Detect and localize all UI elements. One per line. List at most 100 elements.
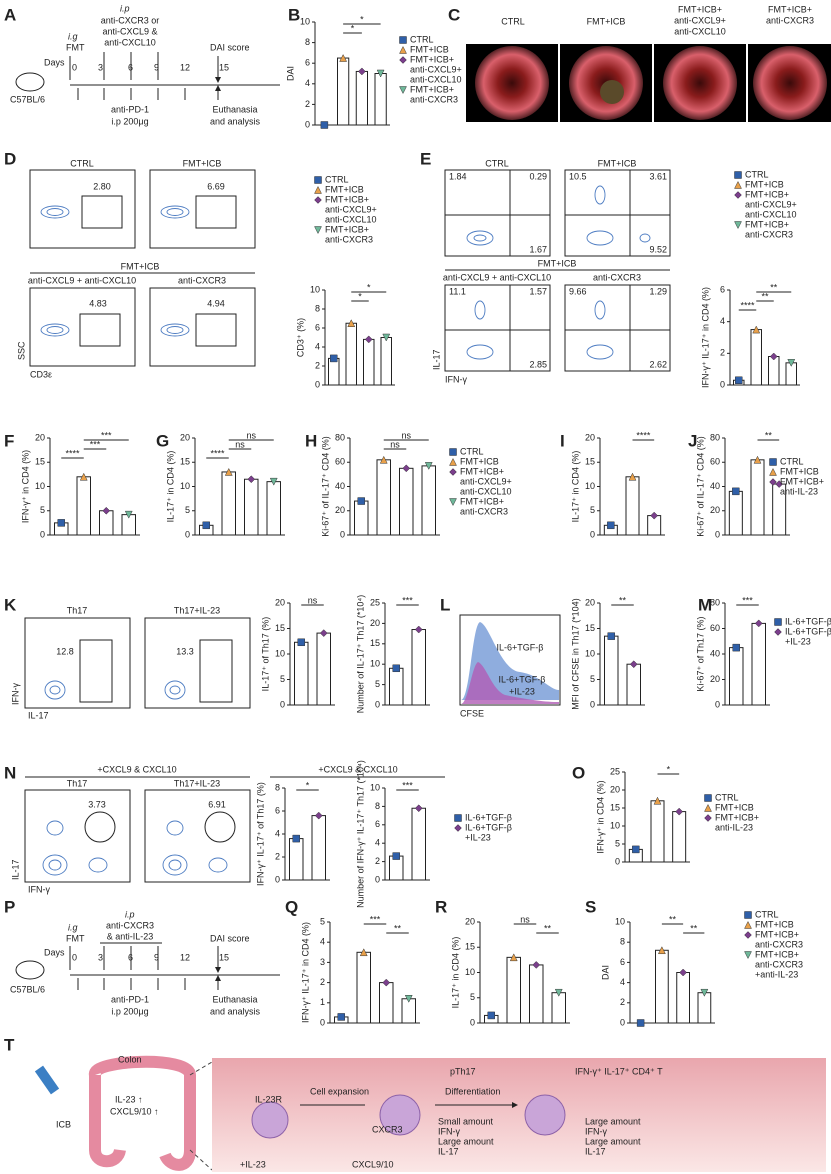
legend-label: anti-CXCR3 [755,959,803,969]
legend-label: IL-6+TGF-β [465,822,512,832]
day-label: 15 [219,952,229,962]
sig-label: *** [742,595,753,605]
legend-marker [314,196,322,204]
sig-label: * [358,291,362,301]
bar [266,481,281,536]
legend-marker [314,226,322,235]
y-tick-label: 15 [585,623,595,633]
bar-marker [487,1011,495,1020]
bar-marker [297,638,305,647]
panel-letter: T [4,1035,15,1054]
bar-marker [382,333,391,342]
gate [79,313,121,347]
quadrant-plots [444,169,671,372]
bar-marker [292,834,300,843]
quadrant-value: 2.85 [529,359,547,369]
y-axis-label: DAI [600,965,610,980]
y-axis-label: MFI of CFSE in Th17 (*104) [570,598,580,709]
y-tick-label: 5 [375,679,380,689]
zoom-lines [189,1061,213,1171]
gate-value: 6.69 [207,181,225,191]
sig-label: **** [636,430,651,440]
y-tick-label: 60 [710,457,720,467]
flow-e: CTRL FMT+ICB FMT+ICB anti-CXCL9 + anti-C… [431,158,671,384]
y-tick-label: 10 [585,648,595,658]
bar [328,357,340,386]
y-tick-label: 6 [720,284,725,294]
y-tick-label: 80 [710,597,720,607]
bar-marker [732,643,740,652]
panel-letter: P [4,897,15,916]
sig-label: *** [90,439,101,449]
bar [750,459,765,536]
legend-label: FMT+ICB+ [755,949,799,959]
y-tick-label: 80 [710,432,720,442]
y-tick-label: 6 [275,805,280,815]
legend-marker [704,794,712,802]
y-tick-label: 10 [585,481,595,491]
legend-label: FMT+ICB+ [325,224,369,234]
panel-letter: J [688,431,697,450]
y-axis-label: Ki-67⁺ of Th17 (%) [695,616,705,691]
y-axis-label: IFN-γ⁺ in CD4 (%) [595,780,605,853]
curve-label: +IL-23 [509,686,535,696]
plot-title: anti-CXCR3 [178,275,226,285]
bar-marker [650,511,659,520]
legend-marker [704,814,712,822]
y-tick-label: 8 [620,937,625,947]
y-tick-label: 6 [305,58,310,68]
legend-label: CTRL [460,446,484,456]
sig-label: ** [690,923,698,933]
bar-marker [359,948,368,957]
panel-letter: O [572,763,585,782]
panel-letter: Q [285,897,298,916]
day-label: 0 [72,952,77,962]
legend-label: anti-CXCL10 [325,214,377,224]
y-tick-label: 4 [315,341,320,351]
legend-label: CTRL [745,169,769,179]
y-axis-label: IL-17⁺ of Th17 (%) [260,617,270,692]
plot-title: anti-CXCL9 + anti-CXCL10 [443,272,551,282]
legend-label: CTRL [715,792,739,802]
legend-label: FMT+ICB+ [755,929,799,939]
secretion-label: IFN-γ [585,1126,607,1136]
y-tick-label: 15 [610,802,620,812]
y-tick-label: 2 [375,856,380,866]
bar-marker [124,510,133,519]
y-tick-label: 20 [585,432,595,442]
y-tick-label: 10 [370,782,380,792]
bar [650,800,665,863]
y-tick-label: 0 [280,699,285,709]
y-tick-label: 0 [185,529,190,539]
y-tick-label: 20 [275,597,285,607]
legend-label: FMT+ICB [745,179,784,189]
treatment: FMT [66,42,85,52]
y-tick-label: 4 [305,78,310,88]
quadrant-value: 10.5 [569,171,587,181]
legend-marker [399,86,407,95]
y-axis-label: IFN-γ⁺ IL-17⁺ in CD4 (%) [700,287,710,388]
y-tick-label: 20 [710,505,720,515]
legend-marker [769,467,777,476]
legend-label: FMT+ICB+ [410,84,454,94]
sig-label: ** [761,291,769,301]
sig-label: * [667,764,671,774]
quadrant-value: 1.84 [449,171,467,181]
y-tick-label: 0 [375,874,380,884]
cytokine-label: CXCL9/10 [352,1159,394,1169]
syringe-icon [34,1065,60,1095]
y-tick-label: 4 [720,316,725,326]
bar [697,992,712,1024]
day-label: 3 [98,62,103,72]
group-title: FMT+ICB [121,261,160,271]
bar [380,337,392,386]
bar-marker [752,325,761,334]
cell-label: IFN-γ⁺ IL-17⁺ CD4⁺ T [575,1066,663,1076]
bar-marker [379,455,388,464]
legend-marker [454,814,462,822]
y-tick-label: 10 [275,648,285,658]
mouse-icon [15,72,45,92]
days-label: Days [44,57,65,67]
panel-letters: A B C D E F G H I J K L M N O P Q R S T [4,5,712,1054]
bar [672,811,687,863]
